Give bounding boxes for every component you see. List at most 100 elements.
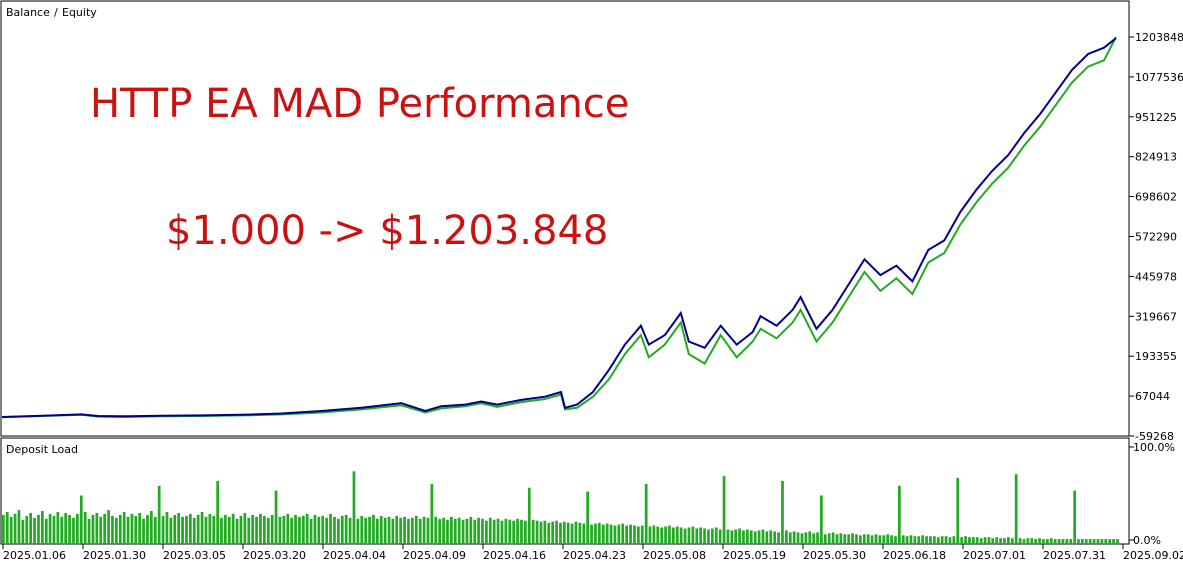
deposit-load-bar	[457, 517, 461, 544]
deposit-load-bar	[146, 514, 149, 544]
deposit-load-bar	[1092, 539, 1096, 544]
deposit-load-bar	[559, 522, 562, 544]
deposit-load-bar	[313, 514, 317, 544]
deposit-load-bar	[352, 471, 356, 545]
deposit-load-bar	[691, 526, 695, 544]
y-tick-label-main: 572290	[1135, 231, 1177, 244]
deposit-load-bar	[781, 480, 784, 544]
deposit-load-bar	[656, 526, 660, 544]
deposit-load-bar	[765, 531, 769, 544]
deposit-load-bar	[687, 527, 691, 544]
deposit-load-bar	[340, 515, 344, 544]
deposit-load-bar	[142, 518, 145, 544]
y-tick-label-main: 1203848	[1135, 31, 1183, 44]
x-tick-label: 2025.09.02	[1123, 549, 1183, 562]
y-tick-label-main: 1077536	[1135, 71, 1183, 84]
deposit-load-bar	[570, 523, 574, 544]
deposit-load-bar	[753, 531, 757, 544]
x-tick-label: 2025.04.09	[403, 549, 466, 562]
deposit-load-bar	[368, 516, 371, 544]
deposit-load-title: Deposit Load	[6, 443, 78, 456]
deposit-load-bar	[726, 529, 730, 544]
deposit-load-bar	[843, 534, 847, 544]
deposit-load-bar	[816, 532, 819, 544]
deposit-load-bar	[477, 517, 480, 544]
deposit-load-bar	[598, 522, 601, 544]
deposit-load-bar	[282, 515, 286, 544]
deposit-load-bar	[578, 522, 582, 544]
equity-balance-lines	[1, 36, 1117, 419]
deposit-load-bar	[79, 495, 83, 544]
deposit-load-bar	[859, 535, 862, 544]
deposit-load-bar	[862, 534, 866, 544]
deposit-load-bar	[613, 525, 617, 544]
deposit-load-bar	[95, 513, 99, 544]
deposit-load-bar	[270, 514, 274, 544]
deposit-load-bar	[987, 537, 991, 544]
deposit-load-bar	[485, 520, 488, 544]
deposit-load-bar	[660, 527, 664, 544]
deposit-load-bar	[134, 515, 138, 544]
deposit-load-bar	[239, 515, 243, 544]
deposit-load-bar	[621, 523, 625, 544]
y-tick-label-main: 67044	[1135, 390, 1170, 403]
deposit-load-bar	[395, 515, 399, 544]
y-tick-label-main: -59268	[1135, 430, 1174, 443]
deposit-load-bar	[48, 513, 52, 544]
deposit-load-bar	[742, 530, 745, 544]
deposit-load-bar	[672, 527, 675, 544]
x-tick-label: 2025.07.31	[1043, 549, 1106, 562]
deposit-load-bar	[718, 529, 722, 544]
deposit-load-bar	[68, 514, 71, 544]
deposit-load-bar	[991, 538, 995, 544]
deposit-load-bar	[948, 537, 952, 544]
deposit-load-bar	[200, 512, 204, 544]
x-tick-label: 2025.06.18	[883, 549, 946, 562]
deposit-load-bar	[72, 517, 75, 544]
deposit-load-bar	[683, 528, 687, 544]
deposit-load-bar	[9, 516, 13, 544]
x-tick-label: 2025.05.19	[723, 549, 786, 562]
deposit-load-bar	[933, 536, 936, 544]
deposit-load-bar	[192, 517, 196, 544]
deposit-load-bar	[972, 537, 975, 544]
main-plot-area	[0, 0, 1130, 437]
deposit-load-bar	[169, 517, 173, 544]
deposit-load-bar	[909, 535, 913, 544]
deposit-load-bar	[886, 534, 890, 544]
deposit-load-bar	[181, 516, 184, 544]
deposit-load-bar	[882, 535, 886, 544]
deposit-load-bar	[617, 524, 621, 544]
deposit-load-bar	[379, 515, 383, 544]
deposit-load-bar	[309, 518, 313, 544]
deposit-load-bar	[1081, 539, 1084, 544]
deposit-load-bar	[516, 518, 519, 544]
deposit-load-bar	[333, 516, 336, 544]
deposit-load-bar	[730, 530, 734, 544]
deposit-load-bar	[153, 516, 157, 544]
deposit-load-bar	[274, 490, 278, 544]
deposit-load-bar	[255, 516, 258, 544]
deposit-load-bar	[450, 516, 453, 544]
deposit-load-bar	[64, 513, 68, 544]
deposit-load-bar	[286, 513, 290, 544]
deposit-load-bar	[115, 517, 118, 544]
deposit-load-bar	[675, 526, 679, 544]
deposit-load-bar	[411, 517, 414, 544]
deposit-load-bar	[403, 516, 406, 544]
deposit-load-bar	[590, 524, 593, 544]
deposit-load-bar	[138, 513, 142, 544]
deposit-load-bar	[1049, 538, 1053, 544]
deposit-load-bar	[625, 525, 629, 544]
deposit-load-bar	[734, 529, 738, 544]
deposit-load-bar	[792, 531, 796, 544]
deposit-load-bar	[212, 515, 216, 544]
deposit-load-bar	[107, 510, 110, 544]
deposit-load-bar	[640, 525, 644, 544]
deposit-load-bar	[644, 483, 648, 544]
deposit-load-bar	[574, 521, 578, 544]
y-tick-label-sub: 100.0%	[1133, 441, 1175, 454]
deposit-load-bar	[964, 536, 967, 544]
deposit-load-bar	[56, 512, 60, 544]
deposit-load-bar	[407, 518, 410, 544]
